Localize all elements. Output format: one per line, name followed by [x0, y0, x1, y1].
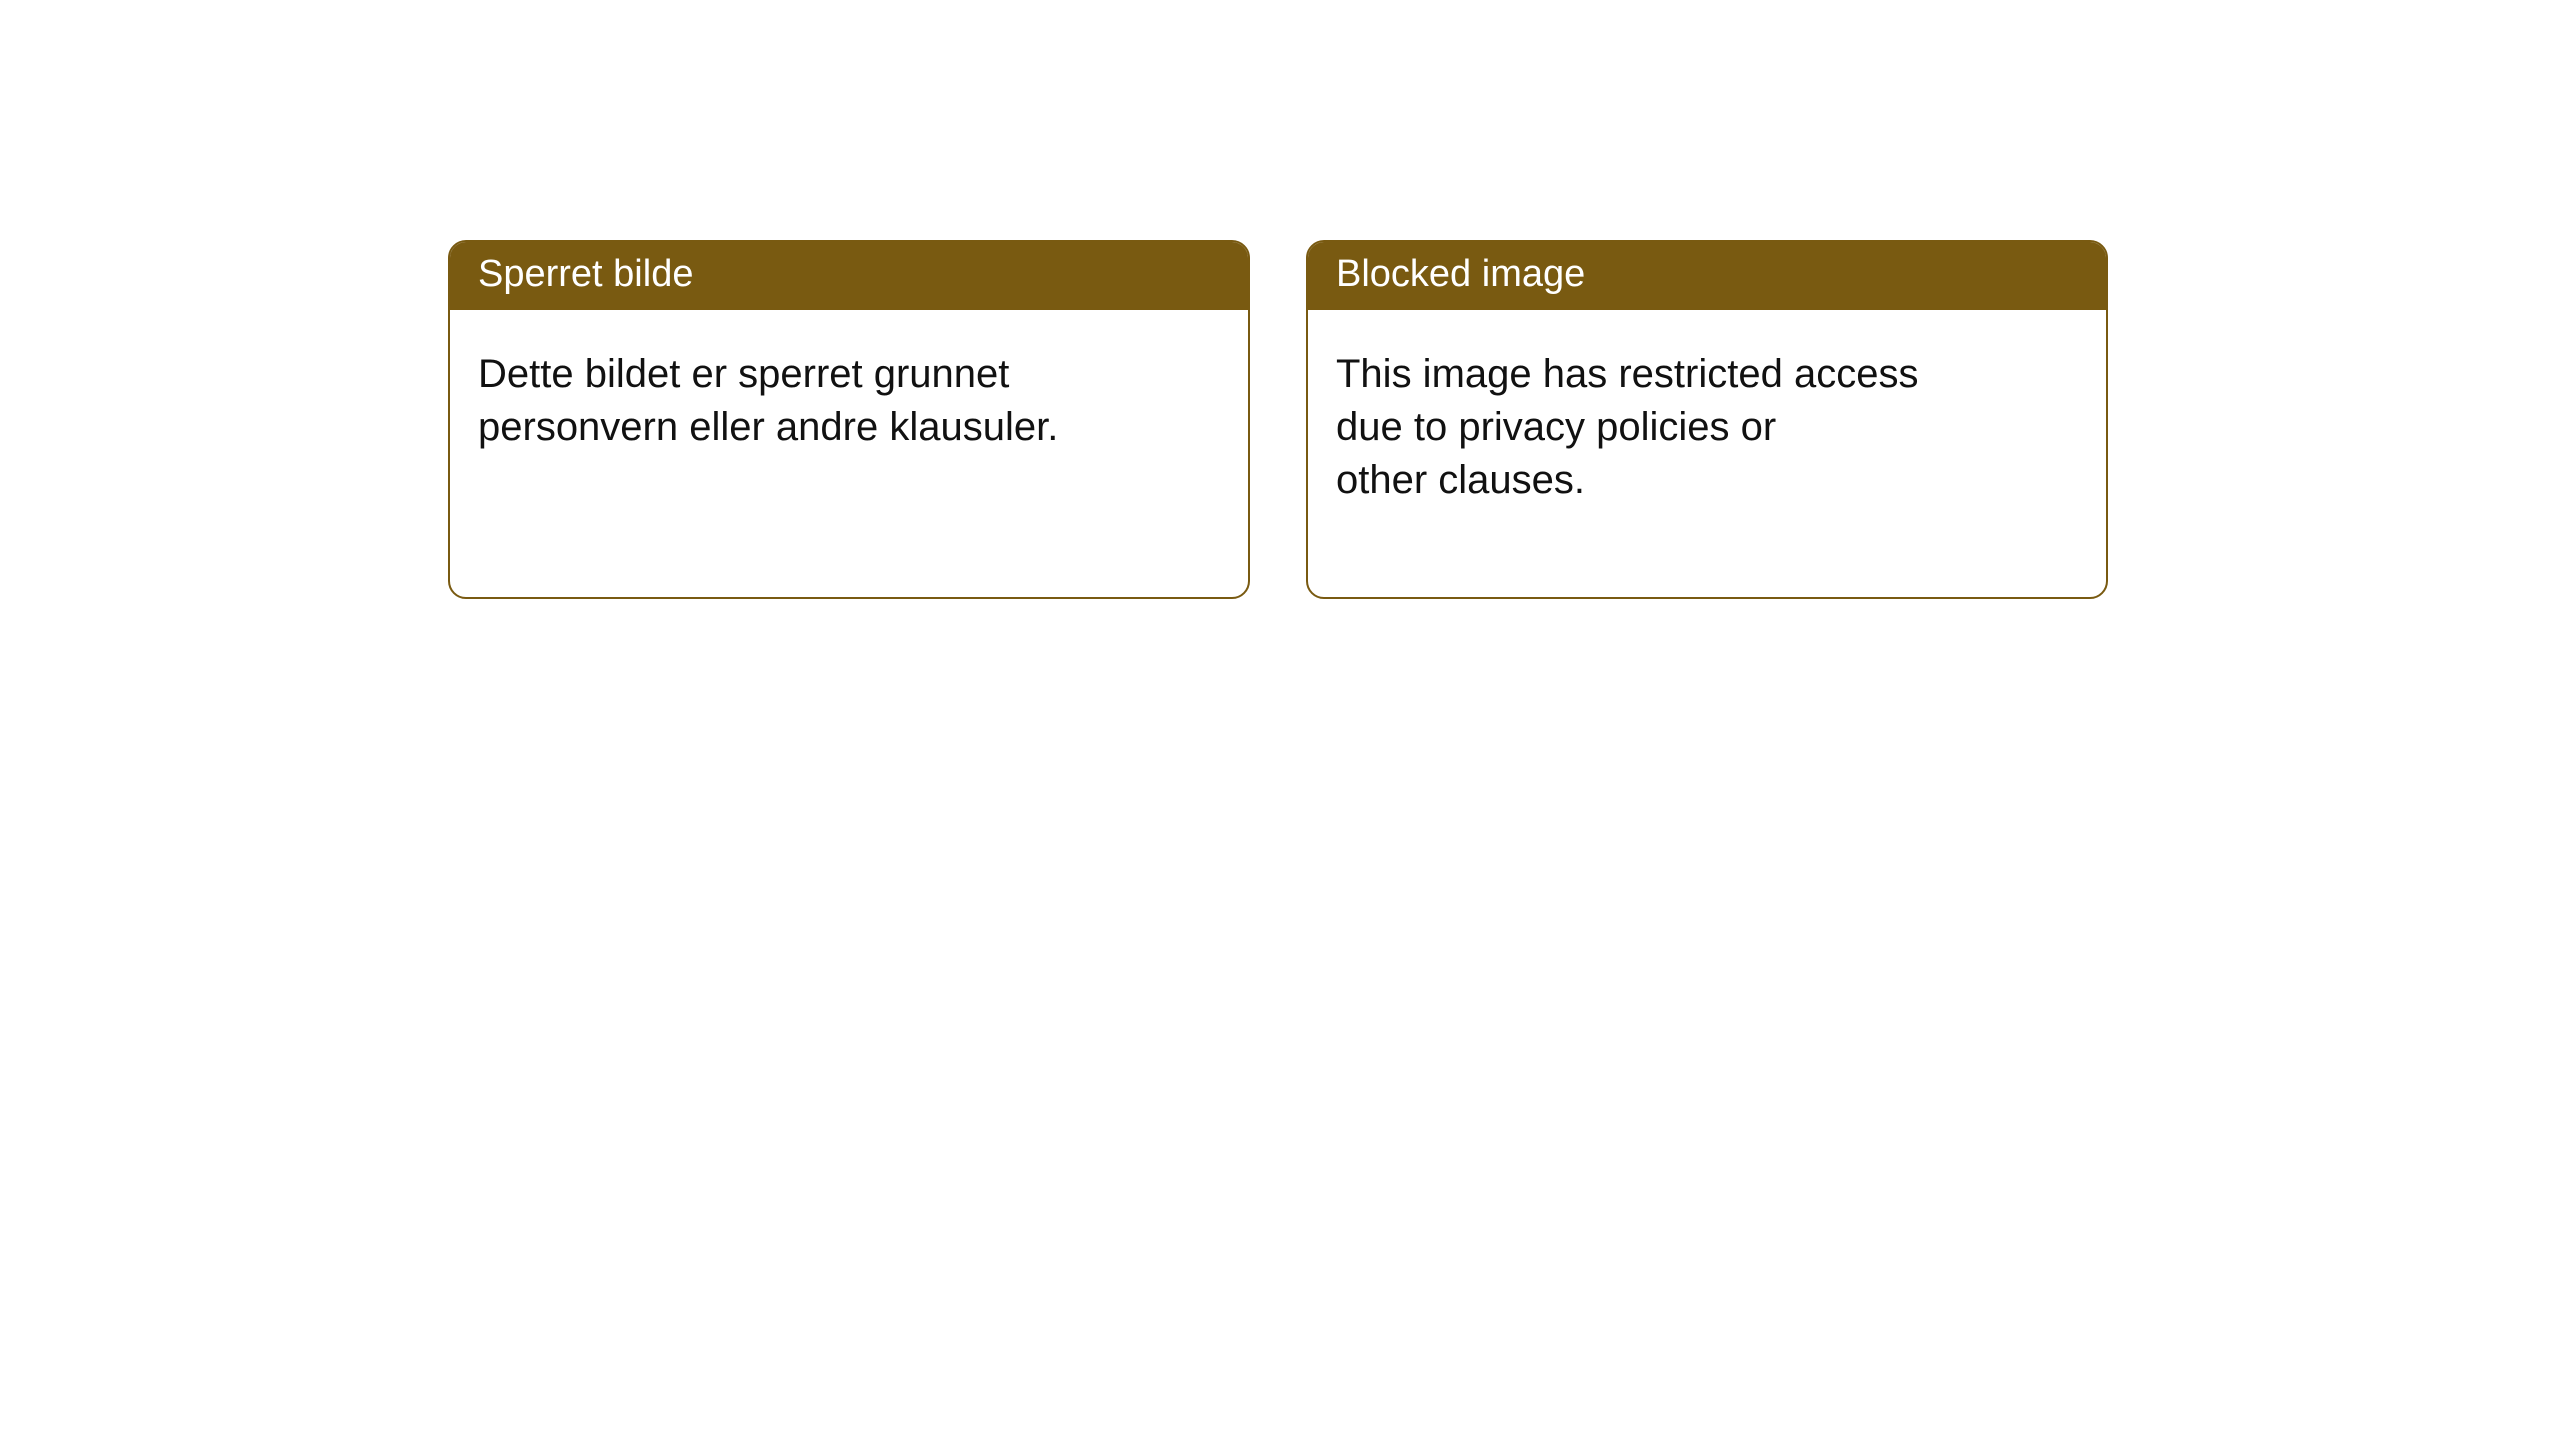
notice-card-no: Sperret bilde Dette bildet er sperret gr… [448, 240, 1250, 599]
notice-container: Sperret bilde Dette bildet er sperret gr… [0, 0, 2560, 599]
notice-body-en: This image has restricted access due to … [1308, 310, 2106, 598]
notice-body-no: Dette bildet er sperret grunnet personve… [450, 310, 1248, 544]
notice-header-no: Sperret bilde [450, 242, 1248, 310]
notice-card-en: Blocked image This image has restricted … [1306, 240, 2108, 599]
notice-header-en: Blocked image [1308, 242, 2106, 310]
